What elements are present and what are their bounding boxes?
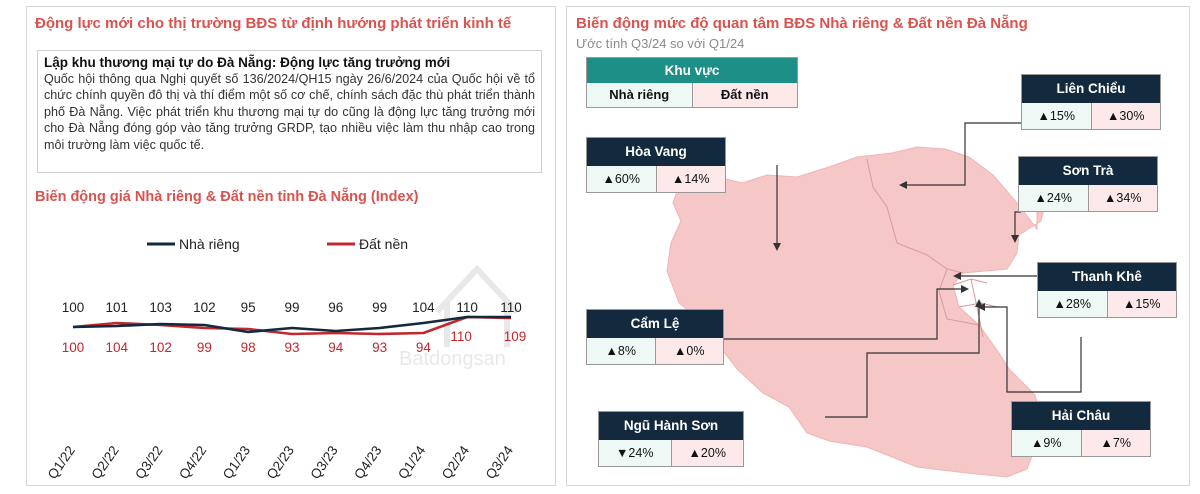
data-label-1-1: 104 — [106, 340, 129, 355]
district-name: Liên Chiểu — [1022, 75, 1160, 103]
district-card: Hải Châu ▲9% ▲7% — [1011, 401, 1151, 457]
data-label-1-9: 110 — [450, 329, 472, 344]
nha-rieng-change: ▲28% — [1038, 291, 1108, 317]
dat-nen-change: ▲15% — [1107, 291, 1176, 317]
right-panel-subtitle: Ước tính Q3/24 so với Q1/24 — [576, 36, 745, 51]
chart-lines — [72, 315, 512, 336]
data-label-0-0: 100 — [62, 300, 85, 315]
x-tick-label-3: Q4/22 — [176, 443, 209, 482]
district-name: Thanh Khê — [1038, 263, 1176, 291]
region-legend: Khu vực Nhà riêng Đất nền — [586, 57, 798, 108]
legend-header: Khu vực — [587, 58, 797, 83]
data-label-1-0: 100 — [62, 340, 85, 355]
data-label-1-8: 94 — [416, 340, 432, 355]
data-label-0-6: 96 — [328, 300, 343, 315]
series-line-0 — [72, 315, 511, 334]
district-name: Cẩm Lệ — [587, 310, 723, 338]
data-label-0-8: 104 — [412, 300, 435, 315]
x-tick-label-4: Q1/23 — [220, 443, 253, 482]
data-label-0-1: 101 — [106, 300, 129, 315]
da-nang-map-shape — [666, 146, 1080, 478]
chart-x-tick-labels: Q1/22 Q2/22 Q3/22 Q4/22 Q1/23 Q2/23 Q3/23 Q4/23… — [45, 443, 517, 482]
data-label-1-2: 102 — [149, 340, 172, 355]
right-panel-title: Biến động mức độ quan tâm BĐS Nhà riêng … — [576, 15, 1028, 32]
district-name: Ngũ Hành Sơn — [599, 412, 743, 440]
x-tick-label-1: Q2/22 — [88, 443, 121, 482]
x-tick-label-8: Q1/24 — [395, 443, 429, 482]
leader-lines — [724, 122, 1082, 418]
district-card: Cẩm Lệ ▲8% ▲0% — [586, 309, 724, 365]
data-label-0-7: 99 — [372, 300, 387, 315]
data-label-1-3: 99 — [197, 340, 212, 355]
dat-nen-change: ▲30% — [1091, 103, 1160, 129]
chart-legend: Nhà riêng Đất nền — [147, 236, 408, 252]
da-nang-map — [666, 122, 1082, 478]
price-index-line-chart: Batdongsan Nhà riêng Đất nền 100 101 103 102… — [45, 236, 527, 482]
data-label-1-10: 109 — [504, 329, 527, 344]
legend-col-dat-nen: Đất nền — [692, 83, 797, 107]
nha-rieng-change: ▲60% — [587, 166, 657, 192]
district-card: Liên Chiểu ▲15% ▲30% — [1021, 74, 1161, 130]
data-label-1-6: 94 — [328, 340, 344, 355]
news-body: Quốc hội thông qua Nghị quyết số 136/202… — [44, 72, 535, 152]
nha-rieng-change: ▲9% — [1012, 430, 1082, 456]
dat-nen-change: ▲0% — [655, 338, 723, 364]
watermark-text: Batdongsan — [399, 348, 506, 370]
x-tick-label-7: Q4/23 — [351, 443, 384, 482]
district-card: Hòa Vang ▲60% ▲14% — [586, 137, 726, 193]
data-label-0-10: 110 — [500, 300, 522, 315]
left-panel-title: Động lực mới cho thị trường BĐS từ định … — [35, 15, 512, 32]
district-name: Sơn Trà — [1019, 157, 1157, 185]
data-label-0-5: 99 — [284, 300, 299, 315]
x-tick-label-0: Q1/22 — [45, 443, 78, 482]
data-label-0-9: 110 — [456, 300, 478, 315]
x-tick-label-2: Q3/22 — [132, 443, 165, 482]
data-label-1-4: 98 — [241, 340, 256, 355]
nha-rieng-change: ▲15% — [1022, 103, 1092, 129]
leader-arrowheads — [773, 181, 1019, 311]
news-heading: Lập khu thương mại tự do Đà Nẵng: Động l… — [44, 55, 451, 70]
chart-data-labels: 100 101 103 102 95 99 96 99 104 110 110 100 104 102 99… — [62, 300, 527, 355]
data-label-0-2: 103 — [149, 300, 172, 315]
right-panel: Biến động mức độ quan tâm BĐS Nhà riêng … — [566, 6, 1190, 486]
dat-nen-change: ▲7% — [1081, 430, 1150, 456]
data-label-0-3: 102 — [193, 300, 216, 315]
x-tick-label-9: Q2/24 — [439, 443, 473, 482]
district-name: Hải Châu — [1012, 402, 1150, 430]
news-box: Lập khu thương mại tự do Đà Nẵng: Động l… — [37, 50, 542, 173]
chart-title: Biến động giá Nhà riêng & Đất nền tỉnh Đ… — [35, 189, 419, 205]
data-label-1-5: 93 — [284, 340, 299, 355]
watermark-logo: Batdongsan — [399, 264, 520, 370]
legend-label-1: Đất nền — [359, 236, 408, 252]
district-borders — [866, 158, 998, 338]
dat-nen-change: ▲14% — [656, 166, 725, 192]
dat-nen-change: ▲20% — [671, 440, 743, 466]
district-card: Ngũ Hành Sơn ▼24% ▲20% — [598, 411, 744, 467]
left-panel: Động lực mới cho thị trường BĐS từ định … — [26, 6, 556, 486]
data-label-0-4: 95 — [241, 300, 256, 315]
district-name: Hòa Vang — [587, 138, 725, 166]
x-tick-label-5: Q2/23 — [264, 443, 297, 482]
x-tick-label-6: Q3/23 — [307, 443, 340, 482]
data-label-1-7: 93 — [372, 340, 387, 355]
nha-rieng-change: ▲8% — [587, 338, 656, 364]
legend-label-0: Nhà riêng — [179, 236, 240, 252]
legend-col-nha-rieng: Nhà riêng — [587, 83, 693, 107]
dat-nen-change: ▲34% — [1088, 185, 1157, 211]
nha-rieng-change: ▼24% — [599, 440, 672, 466]
nha-rieng-change: ▲24% — [1019, 185, 1089, 211]
x-tick-label-10: Q3/24 — [483, 443, 517, 482]
district-card: Thanh Khê ▲28% ▲15% — [1037, 262, 1177, 318]
district-card: Sơn Trà ▲24% ▲34% — [1018, 156, 1158, 212]
